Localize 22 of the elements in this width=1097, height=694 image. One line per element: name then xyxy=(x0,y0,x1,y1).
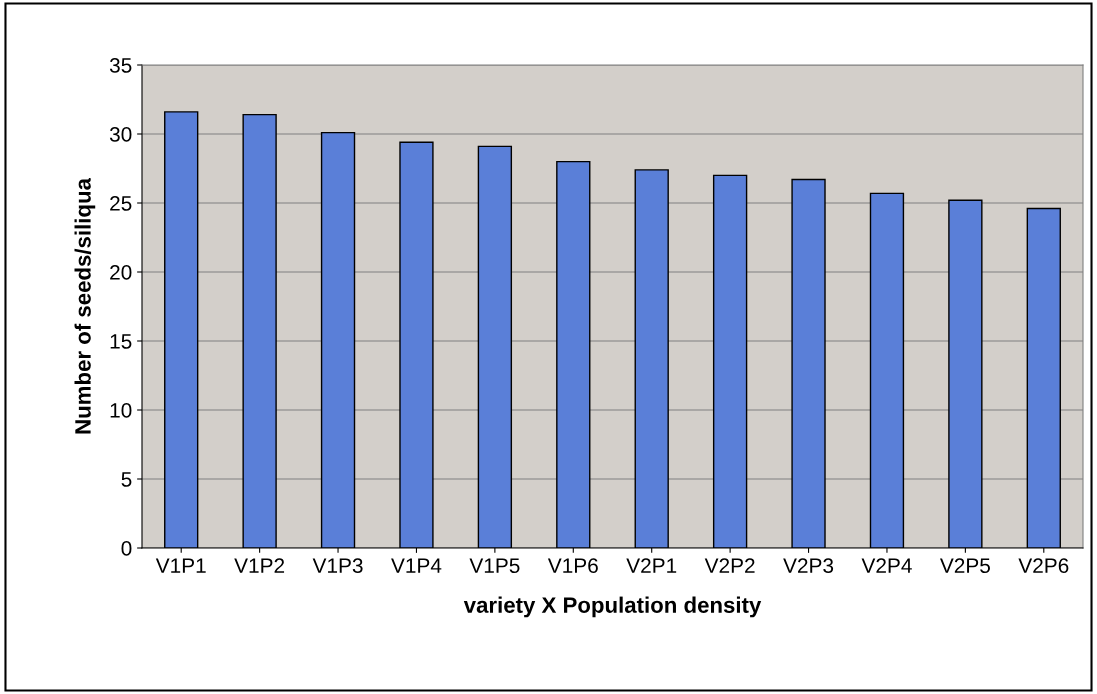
x-tick-label: V1P2 xyxy=(234,558,285,573)
y-tick-label: 25 xyxy=(110,196,132,211)
y-tick-label: 15 xyxy=(110,334,132,349)
x-tick-label: V2P1 xyxy=(626,558,677,573)
x-tick-label: V2P2 xyxy=(704,558,755,573)
x-tick-label: V2P4 xyxy=(861,558,912,573)
x-tick-label: V2P6 xyxy=(1018,558,1069,574)
y-tick-label: 5 xyxy=(121,472,132,487)
y-tick-label: 10 xyxy=(110,403,132,418)
x-tick-label: V1P1 xyxy=(155,558,206,573)
y-tick-label: 0 xyxy=(121,541,132,556)
x-tick-label: V2P5 xyxy=(939,558,990,574)
x-tick-label: V2P3 xyxy=(783,558,834,574)
x-tick-label: V1P5 xyxy=(469,558,520,574)
x-tick-label: V1P3 xyxy=(312,558,363,574)
x-axis-title: variety X Population density xyxy=(463,596,762,618)
y-tick-label: 20 xyxy=(110,265,132,280)
x-tick-label: V1P6 xyxy=(547,558,598,574)
x-tick-label: V1P4 xyxy=(391,558,442,573)
y-tick-label: 35 xyxy=(109,58,132,73)
y-tick-label: 30 xyxy=(109,127,132,142)
y-axis-title: Number of seeds/siliqua xyxy=(74,177,96,434)
